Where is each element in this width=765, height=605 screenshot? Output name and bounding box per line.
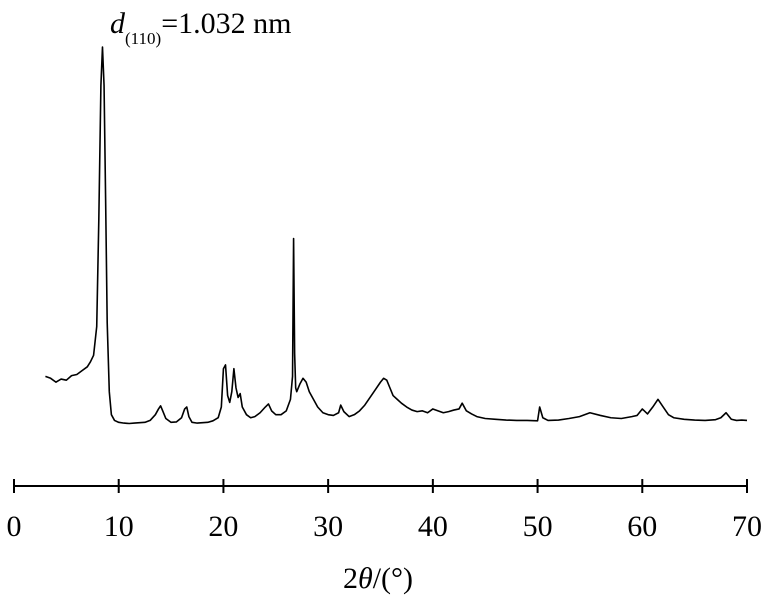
x-tick-label-60: 60 <box>627 510 657 543</box>
x-tick-label-50: 50 <box>523 510 553 543</box>
x-axis-tick-labels: 0 10 20 30 40 50 60 70 <box>7 510 763 543</box>
annotation-text: d(110)=1.032 nm <box>110 7 291 48</box>
x-tick-label-0: 0 <box>7 510 22 543</box>
series-line <box>45 46 748 425</box>
x-axis-ticks <box>13 479 748 493</box>
annotation-d-symbol: d <box>110 7 126 40</box>
x-axis-label-prefix: 2 <box>343 562 358 595</box>
annotation-subscript: (110) <box>125 29 161 48</box>
x-tick-label-40: 40 <box>418 510 448 543</box>
x-tick-label-70: 70 <box>732 510 762 543</box>
x-tick-label-10: 10 <box>104 510 134 543</box>
x-axis-label-suffix: /(°) <box>373 562 413 595</box>
x-axis-label-symbol: θ <box>358 562 373 595</box>
annotation-value: =1.032 nm <box>161 7 291 40</box>
x-axis-label: 2θ/(°) <box>343 562 413 595</box>
d-spacing-annotation: d(110)=1.032 nm <box>110 7 291 48</box>
x-tick-label-20: 20 <box>208 510 238 543</box>
x-tick-label-30: 30 <box>313 510 343 543</box>
